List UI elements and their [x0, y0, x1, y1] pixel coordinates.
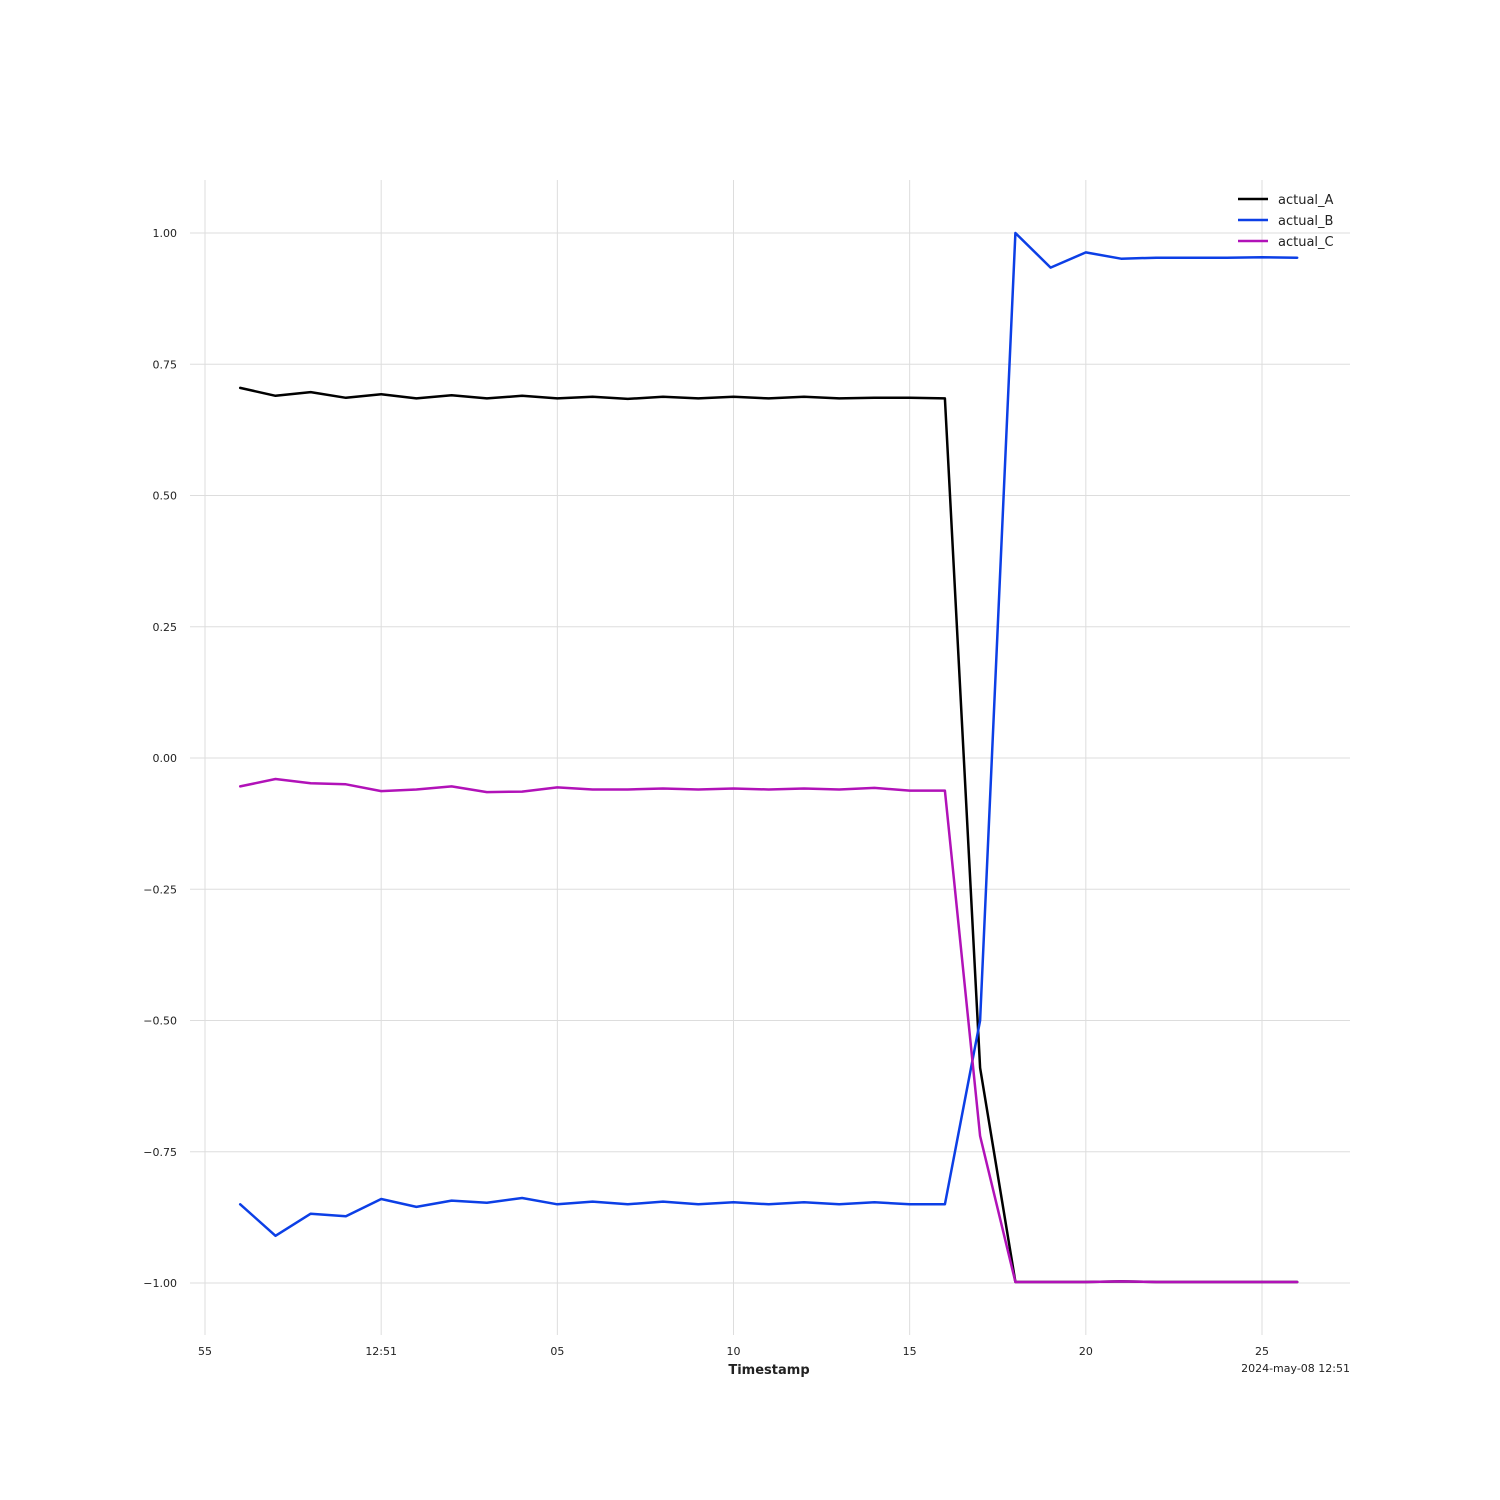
- y-tick-label: −0.50: [143, 1015, 177, 1028]
- x-tick-label: 05: [550, 1345, 564, 1358]
- series-lines: [238, 231, 1299, 1284]
- y-tick-label: 0.75: [153, 358, 178, 371]
- x-tick-label: 55: [198, 1345, 212, 1358]
- x-offset-label: 2024-may-08 12:51: [1241, 1362, 1350, 1375]
- x-axis-label: Timestamp: [728, 1363, 809, 1378]
- x-tick-label: 20: [1079, 1345, 1093, 1358]
- y-tick-label: −1.00: [143, 1277, 177, 1290]
- series-line-actual_B: [238, 231, 1299, 1238]
- legend: actual_A actual_B actual_C: [1238, 193, 1334, 250]
- x-tick-label: 10: [727, 1345, 741, 1358]
- y-tick-label: 0.00: [153, 752, 178, 765]
- series-line-actual_A: [238, 386, 1299, 1284]
- y-tick-label: −0.75: [143, 1146, 177, 1159]
- x-tick-label: 15: [903, 1345, 917, 1358]
- x-tick-label: 25: [1255, 1345, 1269, 1358]
- y-tick-label: 0.25: [153, 621, 178, 634]
- y-tick-label: −0.25: [143, 883, 177, 896]
- x-tick-label: 12:51: [365, 1345, 397, 1358]
- x-tick-labels: 55 12:51 05 10 15 20 25: [198, 1345, 1269, 1358]
- y-tick-label: 0.50: [153, 490, 178, 503]
- legend-label: actual_C: [1278, 235, 1334, 250]
- series-line-actual_C: [238, 777, 1299, 1284]
- y-grid-lines: [190, 232, 1350, 1284]
- y-tick-labels: 1.00 0.75 0.50 0.25 0.00 −0.25 −0.50 −0.75 −1.00: [143, 227, 177, 1290]
- y-tick-label: 1.00: [153, 227, 178, 240]
- legend-label: actual_B: [1278, 214, 1333, 229]
- legend-label: actual_A: [1278, 193, 1334, 208]
